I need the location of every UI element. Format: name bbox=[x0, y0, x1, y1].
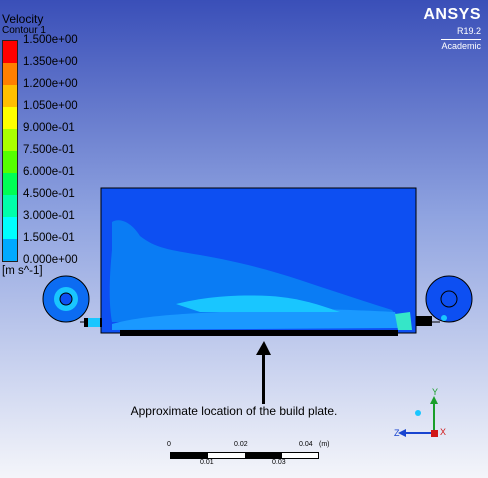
left-roller-core bbox=[60, 293, 72, 305]
scale-bar bbox=[170, 452, 319, 459]
z-axis-label: Z bbox=[394, 428, 400, 438]
scale-tick-0: 0 bbox=[167, 441, 171, 448]
right-roller-core bbox=[441, 291, 457, 307]
arrow-head bbox=[256, 341, 271, 355]
scale-segment-3 bbox=[245, 453, 282, 458]
y-axis-label: Y bbox=[432, 387, 438, 397]
x-axis-label: X bbox=[440, 427, 446, 437]
build-plate bbox=[120, 330, 398, 336]
scale-tick-001: 0.01 bbox=[200, 459, 214, 466]
build-plate-caption: Approximate location of the build plate. bbox=[104, 404, 364, 418]
scale-segment-1 bbox=[171, 453, 208, 458]
right-nozzle bbox=[416, 316, 432, 326]
scale-tick-002: 0.02 bbox=[234, 441, 248, 448]
right-nozzle-jet bbox=[441, 315, 447, 321]
x-axis-marker bbox=[431, 430, 438, 437]
y-axis-head bbox=[430, 396, 438, 404]
triad-sphere bbox=[415, 410, 421, 416]
scale-unit: (m) bbox=[319, 441, 330, 448]
scale-tick-004: 0.04 bbox=[299, 441, 313, 448]
outlet-region bbox=[395, 312, 412, 330]
left-nozzle-inlet bbox=[88, 318, 100, 327]
scale-tick-003: 0.03 bbox=[272, 459, 286, 466]
arrow-shaft bbox=[262, 354, 265, 404]
